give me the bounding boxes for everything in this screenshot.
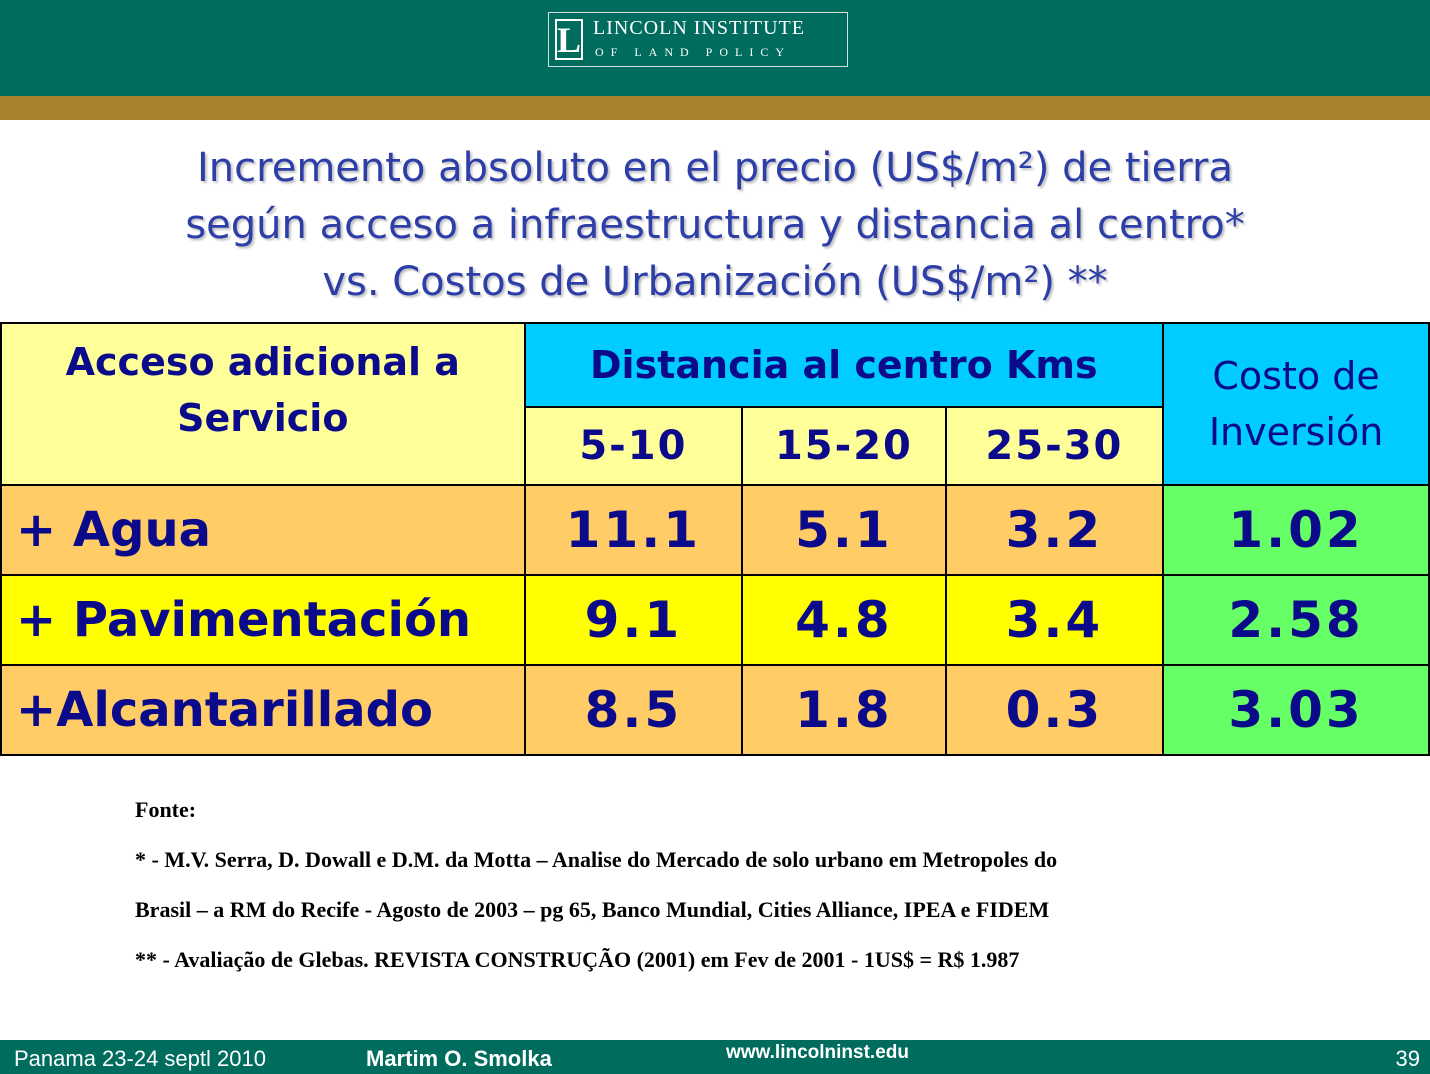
row-label: +Alcantarillado <box>0 664 526 756</box>
table-cell: 1.8 <box>741 664 947 756</box>
slide-title: Incremento absoluto en el precio (US$/m²… <box>0 140 1430 311</box>
table-cell: 9.1 <box>523 574 744 666</box>
sources-heading: Fonte: <box>135 797 197 822</box>
row-label: + Agua <box>0 484 526 576</box>
price-table: Acceso adicional a Servicio Distancia al… <box>0 322 1430 756</box>
subheader-range: 25-30 <box>944 406 1165 486</box>
logo-text-line2: OF LAND POLICY <box>595 45 792 59</box>
table-cell: 3.4 <box>944 574 1165 666</box>
header-access-label: Acceso adicional a Servicio <box>65 340 460 440</box>
subheader-range: 5-10 <box>523 406 744 486</box>
table-cell: 3.2 <box>944 484 1165 576</box>
source-line: Brasil – a RM do Recife - Agosto de 2003… <box>135 897 1050 922</box>
source-line: ** - Avaliação de Glebas. REVISTA CONSTR… <box>135 947 1020 972</box>
footer-date: Panama 23-24 septl 2010 <box>14 1046 266 1071</box>
table-cell: 5.1 <box>741 484 947 576</box>
subheader-range: 15-20 <box>741 406 947 486</box>
table-row: +Alcantarillado 8.5 1.8 0.3 3.03 <box>0 664 1430 756</box>
table-cell: 11.1 <box>523 484 744 576</box>
logo-text-line1: LINCOLN INSTITUTE <box>593 17 805 39</box>
footer-bar: Panama 23-24 septl 2010 Martim O. Smolka… <box>0 1040 1430 1074</box>
table-row: + Pavimentación 9.1 4.8 3.4 2.58 <box>0 574 1430 666</box>
page-number: 39 <box>1395 1046 1420 1071</box>
title-line3: vs. Costos de Urbanización (US$/m²) ** <box>322 259 1108 305</box>
title-line2: según acceso a infraestructura y distanc… <box>185 202 1245 248</box>
footer-author: Martim O. Smolka <box>366 1046 552 1071</box>
logo-mark: L <box>555 19 583 60</box>
sources-block: Fonte: * - M.V. Serra, D. Dowall e D.M. … <box>135 785 1335 985</box>
row-label: + Pavimentación <box>0 574 526 666</box>
header-cost-label: Costo de Inversión <box>1208 354 1384 454</box>
title-line1: Incremento absoluto en el precio (US$/m²… <box>197 145 1233 191</box>
table-cell: 8.5 <box>523 664 744 756</box>
cost-cell: 1.02 <box>1162 484 1430 576</box>
table-row: + Agua 11.1 5.1 3.2 1.02 <box>0 484 1430 576</box>
table-header-row: Acceso adicional a Servicio Distancia al… <box>0 322 1430 486</box>
source-line: * - M.V. Serra, D. Dowall e D.M. da Mott… <box>135 847 1058 872</box>
gold-band <box>0 96 1430 120</box>
footer-url-link[interactable]: www.lincolninst.edu <box>726 1042 909 1063</box>
header-bar: L LINCOLN INSTITUTE OF LAND POLICY <box>0 0 1430 96</box>
table-cell: 0.3 <box>944 664 1165 756</box>
header-access: Acceso adicional a Servicio <box>0 322 526 486</box>
table-cell: 4.8 <box>741 574 947 666</box>
cost-cell: 3.03 <box>1162 664 1430 756</box>
table-subheader-row: 5-10 15-20 25-30 <box>1 406 1429 486</box>
header-distance: Distancia al centro Kms <box>523 322 1165 408</box>
cost-cell: 2.58 <box>1162 574 1430 666</box>
header-cost: Costo de Inversión <box>1162 322 1430 486</box>
lincoln-institute-logo: L LINCOLN INSTITUTE OF LAND POLICY <box>548 12 848 67</box>
